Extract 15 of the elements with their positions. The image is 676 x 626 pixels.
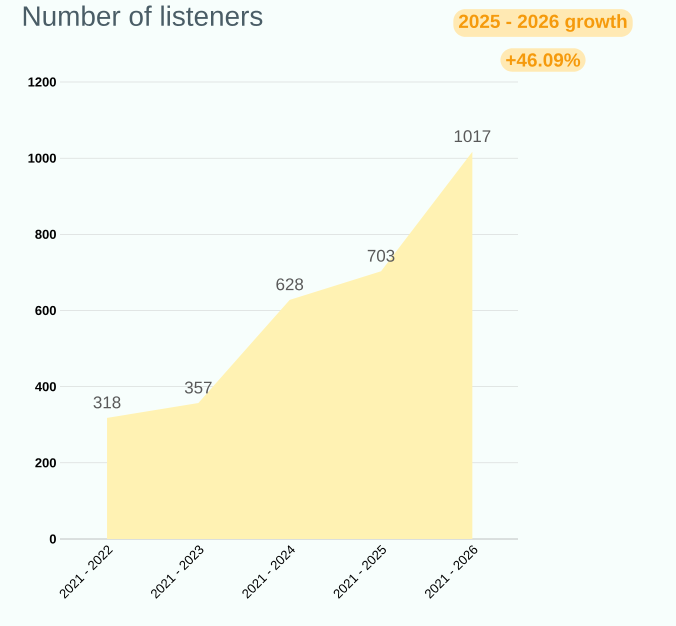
data-label: 628 [276,278,304,290]
y-tick-label: 800 [35,230,56,239]
y-tick-label: 200 [35,458,56,468]
y-tick-label: 1200 [28,77,56,87]
y-tick-label: 400 [35,382,56,392]
data-label: 1017 [454,130,490,142]
data-label: 703 [368,250,394,262]
y-tick-label: 0 [50,534,56,544]
text: +46.09% [506,53,580,67]
chart-title: Number of listeners [24,6,262,26]
data-label: 318 [94,396,120,408]
y-tick-label: 1000 [28,154,56,163]
text: 2025 - 2026 growth [458,14,626,32]
data-label: 357 [184,382,212,394]
y-tick-label: 600 [35,306,56,316]
